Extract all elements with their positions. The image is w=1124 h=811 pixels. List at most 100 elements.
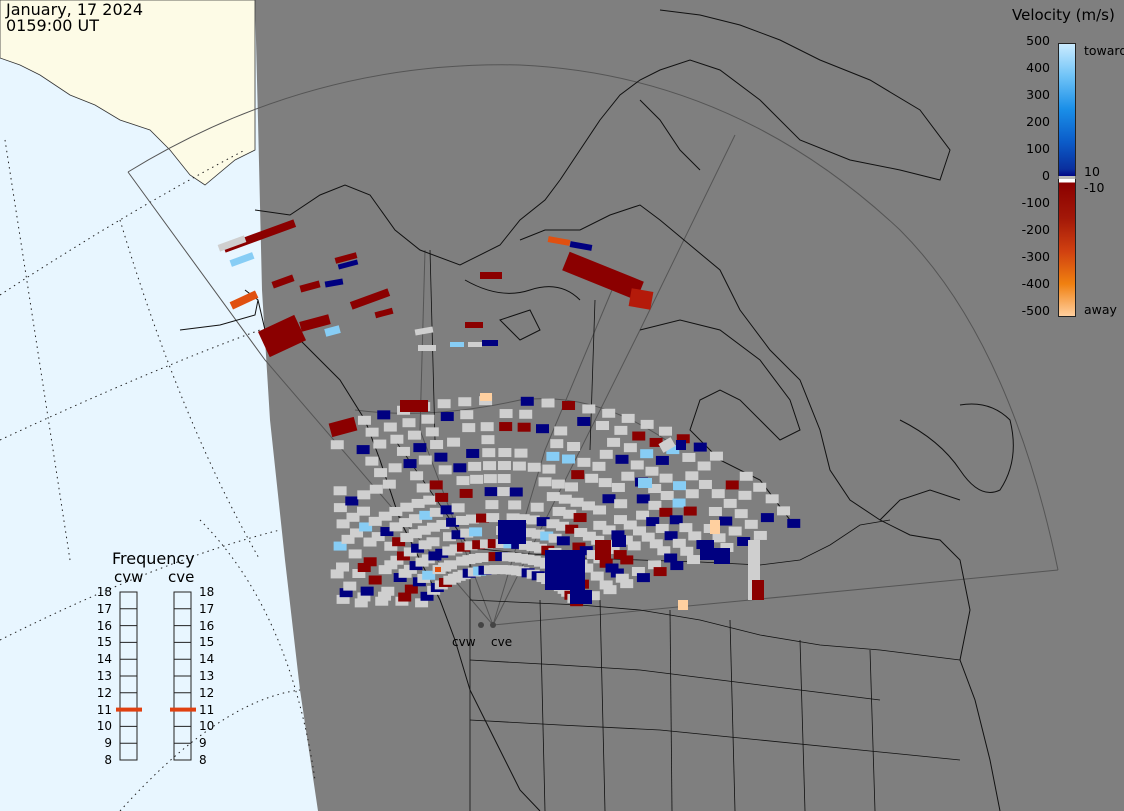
echo-cell xyxy=(485,500,499,510)
echo-cell xyxy=(400,400,428,412)
echo-cell xyxy=(615,454,629,464)
echo-cell xyxy=(620,555,634,565)
echo-cell xyxy=(546,451,560,461)
echo-cell xyxy=(580,563,594,573)
echo-cell xyxy=(381,586,395,596)
echo-cell xyxy=(382,479,396,489)
echo-cell xyxy=(418,540,432,550)
echo-cell xyxy=(522,528,536,538)
velocity-tick-label: 300 xyxy=(1026,87,1050,102)
velocity-tick-label: -300 xyxy=(1021,249,1050,264)
echo-cell xyxy=(392,537,406,547)
echo-cell xyxy=(446,517,460,527)
echo-cell xyxy=(229,290,259,310)
echo-cell xyxy=(336,519,350,529)
echo-cell xyxy=(648,560,662,570)
echo-cell xyxy=(627,541,641,551)
echo-cell xyxy=(509,487,523,497)
echo-cell xyxy=(574,528,588,538)
echo-cell xyxy=(666,445,680,455)
echo-cell xyxy=(341,534,355,544)
echo-cell xyxy=(403,459,417,469)
echo-cell xyxy=(605,563,619,573)
echo-cell xyxy=(324,325,341,337)
echo-cell xyxy=(552,506,566,516)
echo-cell xyxy=(447,437,461,447)
echo-cell xyxy=(563,509,577,519)
echo-cell xyxy=(672,538,686,548)
echo-cell xyxy=(328,416,358,438)
velocity-tick-label: -400 xyxy=(1021,276,1050,291)
echo-cell xyxy=(390,434,404,444)
echo-cell xyxy=(760,513,774,523)
echo-cell xyxy=(435,548,449,558)
borders xyxy=(394,249,961,811)
echo-cell xyxy=(611,482,625,492)
echo-cell xyxy=(541,398,555,408)
time-label: 0159:00 UT xyxy=(6,16,100,35)
echo-cell xyxy=(497,461,511,471)
echo-cell xyxy=(222,219,297,253)
echo-cell xyxy=(398,592,412,602)
echo-cell xyxy=(685,489,699,499)
frequency-tick-label: 11 xyxy=(199,702,215,717)
echo-cell xyxy=(389,522,403,532)
echo-cell xyxy=(257,314,307,358)
echo-cell xyxy=(373,439,387,449)
echo-cell xyxy=(570,590,592,604)
echo-cell xyxy=(517,422,531,432)
echo-cell xyxy=(636,573,650,583)
echo-cell xyxy=(534,543,548,553)
echo-cell xyxy=(419,510,433,520)
echo-cell xyxy=(562,401,576,411)
frequency-tick-label: 15 xyxy=(199,635,215,650)
echo-cell xyxy=(480,272,502,279)
echo-cell xyxy=(336,562,350,572)
echo-cell xyxy=(592,461,606,471)
echo-cell xyxy=(472,540,486,550)
echo-cell xyxy=(365,456,379,466)
echo-cell xyxy=(602,525,616,535)
echo-cell xyxy=(350,528,364,538)
echo-cell xyxy=(497,487,511,497)
echo-cell xyxy=(659,507,673,517)
echo-cell xyxy=(482,448,496,458)
echo-cell xyxy=(516,514,530,524)
radar-site-label-cve: cve xyxy=(491,635,513,649)
echo-cell xyxy=(217,235,247,252)
echo-cell xyxy=(462,423,476,433)
echo-cell xyxy=(720,542,734,552)
echo-cell xyxy=(638,478,652,488)
echo-cell xyxy=(497,474,511,484)
echo-cell xyxy=(672,498,686,508)
echo-cell xyxy=(426,522,440,532)
frequency-tick-label: 16 xyxy=(96,618,112,633)
echo-cell xyxy=(614,425,628,435)
radar-site-cvw xyxy=(478,622,484,628)
velocity-tick-label: 0 xyxy=(1042,168,1050,183)
echo-cell xyxy=(598,478,612,488)
echo-cell xyxy=(352,569,366,578)
echo-cell xyxy=(693,442,707,452)
echo-cell xyxy=(365,427,379,437)
echo-cell xyxy=(621,413,635,423)
frequency-tick-label: 10 xyxy=(96,719,112,734)
echo-cell xyxy=(378,511,392,521)
echo-cell xyxy=(640,449,654,459)
echo-cell xyxy=(374,468,388,478)
echo-cell xyxy=(399,518,413,528)
echo-cell xyxy=(688,531,702,541)
echo-cell xyxy=(697,461,711,471)
echo-cell xyxy=(679,523,693,533)
echo-cell xyxy=(384,560,398,570)
echo-cell xyxy=(556,536,570,546)
echo-cell xyxy=(606,544,620,554)
echo-cell xyxy=(501,552,515,562)
frequency-tick-label: 16 xyxy=(199,618,215,633)
velocity-tick-label: -100 xyxy=(1021,195,1050,210)
echo-cell xyxy=(482,340,498,346)
away-label: away xyxy=(1084,302,1117,317)
echo-cell xyxy=(437,399,451,409)
echo-cell xyxy=(363,557,377,567)
echo-cell xyxy=(506,513,520,523)
